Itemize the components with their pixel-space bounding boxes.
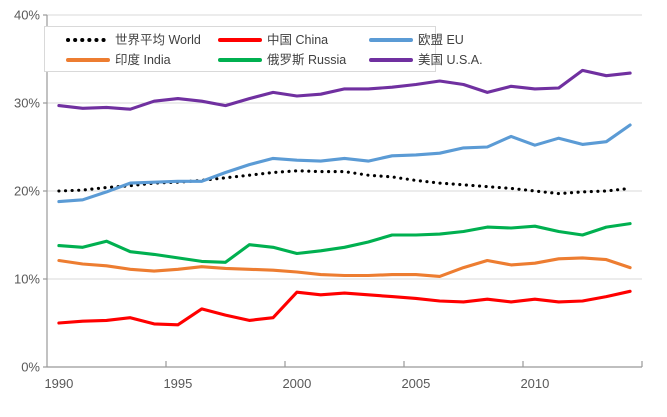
y-axis-label: 30%	[14, 96, 40, 111]
legend-label-usa: 美国 U.S.A.	[418, 53, 483, 67]
legend: 世界平均 World 中国 China 欧盟 EU 印度 India 俄罗斯 Russi…	[44, 26, 483, 72]
legend-swatch-world	[66, 38, 110, 42]
y-axis-label: 10%	[14, 272, 40, 287]
x-axis-label: 2005	[401, 376, 430, 391]
legend-label-world: 世界平均 World	[115, 33, 201, 47]
legend-swatch-india	[66, 58, 110, 62]
series-line-china	[57, 289, 632, 327]
x-axis-label: 2010	[520, 376, 549, 391]
legend-item-india: 印度 India	[66, 51, 171, 69]
legend-swatch-china	[218, 38, 262, 42]
legend-label-eu: 欧盟 EU	[418, 33, 464, 47]
legend-item-china: 中国 China	[218, 31, 328, 49]
y-axis-label: 0%	[21, 360, 40, 375]
legend-swatch-eu	[369, 38, 413, 42]
series-line-russia	[57, 222, 632, 264]
legend-item-usa: 美国 U.S.A.	[369, 51, 483, 69]
x-axis-label: 1990	[44, 376, 73, 391]
legend-item-russia: 俄罗斯 Russia	[218, 51, 346, 69]
series-line-eu	[57, 123, 632, 204]
legend-label-russia: 俄罗斯 Russia	[267, 53, 347, 67]
legend-label-china: 中国 China	[267, 33, 329, 47]
legend-item-eu: 欧盟 EU	[369, 31, 464, 49]
legend-label-india: 印度 India	[115, 53, 171, 67]
legend-swatch-russia	[218, 58, 262, 62]
legend-swatch-usa	[369, 58, 413, 62]
series-line-india	[57, 256, 632, 278]
x-axis-label: 2000	[282, 376, 311, 391]
y-axis-label: 40%	[14, 8, 40, 23]
x-axis-label: 1995	[163, 376, 192, 391]
series-line-usa	[57, 68, 632, 111]
legend-item-world: 世界平均 World	[66, 31, 201, 49]
y-axis-label: 20%	[14, 184, 40, 199]
